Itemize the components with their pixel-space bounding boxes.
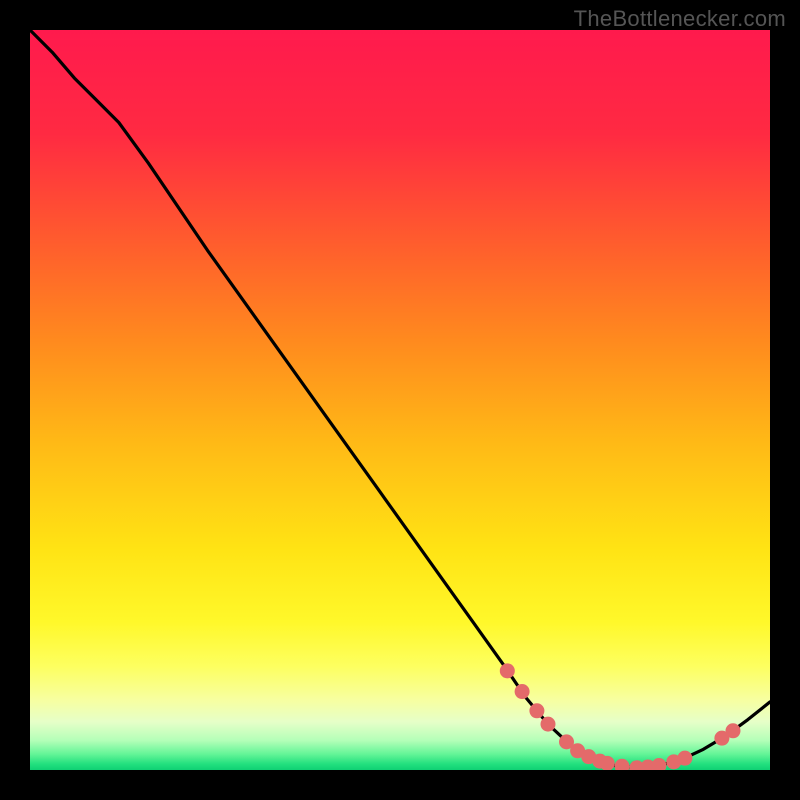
curve-marker [652, 758, 667, 770]
curve-marker [677, 751, 692, 766]
watermark-text: TheBottlenecker.com [574, 6, 786, 32]
marker-group [500, 663, 741, 770]
curve-marker [500, 663, 515, 678]
bottleneck-curve [30, 30, 770, 768]
curve-marker [726, 723, 741, 738]
plot-area [30, 30, 770, 770]
chart-svg [30, 30, 770, 770]
curve-marker [541, 717, 556, 732]
curve-marker [529, 703, 544, 718]
curve-marker [515, 684, 530, 699]
curve-marker [615, 759, 630, 770]
